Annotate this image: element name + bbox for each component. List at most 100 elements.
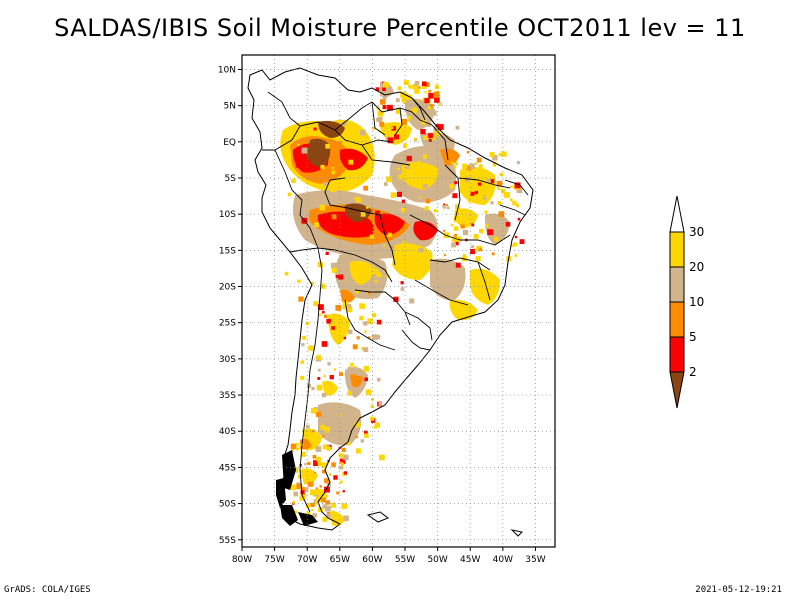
percentile-cell xyxy=(424,91,427,94)
percentile-cell xyxy=(409,298,415,304)
percentile-cell xyxy=(314,471,317,474)
percentile-cell xyxy=(305,424,310,429)
percentile-cell xyxy=(305,503,311,508)
percentile-cell xyxy=(297,279,301,283)
percentile-cell xyxy=(443,229,446,232)
percentile-cell xyxy=(330,186,336,192)
percentile-cell xyxy=(477,177,482,181)
percentile-cell xyxy=(364,330,367,333)
percentile-cell xyxy=(295,447,299,451)
percentile-cell xyxy=(317,461,323,467)
percentile-cell xyxy=(455,262,461,268)
percentile-cell xyxy=(361,347,364,350)
percentile-cell xyxy=(402,143,408,148)
percentile-cell xyxy=(341,462,345,467)
percentile-cell xyxy=(322,469,326,474)
footer-timestamp: 2021-05-12-19:21 xyxy=(695,585,782,595)
legend-tick-label: 10 xyxy=(689,295,704,309)
percentile-cell xyxy=(324,478,329,484)
percentile-cell xyxy=(321,341,328,347)
legend-tick-label: 20 xyxy=(689,260,704,274)
percentile-cell xyxy=(394,134,400,140)
percentile-cell xyxy=(485,223,489,228)
percentile-cell xyxy=(510,185,513,188)
lat-tick-label: 10N xyxy=(218,65,236,75)
percentile-cell xyxy=(330,502,336,508)
percentile-cell xyxy=(516,187,523,194)
percentile-cell xyxy=(401,207,406,213)
percentile-patches-northeast-brazil xyxy=(454,166,510,245)
percentile-cell xyxy=(326,318,331,324)
percentile-cell xyxy=(474,162,478,165)
percentile-cell xyxy=(465,177,470,182)
percentile-cell xyxy=(317,304,324,311)
soil-moisture-shading xyxy=(280,80,525,526)
percentile-cell xyxy=(348,159,354,165)
percentile-cell xyxy=(454,181,458,185)
percentile-cell xyxy=(291,178,296,184)
percentile-cell xyxy=(325,251,329,255)
percentile-cell xyxy=(400,91,407,98)
percentile-cell xyxy=(348,329,353,335)
percentile-cell xyxy=(414,81,420,86)
percentile-cell xyxy=(317,368,321,372)
percentile-cell xyxy=(377,110,384,117)
percentile-cell xyxy=(310,407,317,414)
percentile-cell xyxy=(324,427,331,433)
percentile-cell xyxy=(367,318,373,325)
percentile-cell xyxy=(363,366,370,372)
percentile-cell xyxy=(370,404,375,409)
percentile-cell xyxy=(333,475,338,480)
percentile-cell xyxy=(301,487,305,491)
percentile-cell xyxy=(355,448,361,454)
percentile-cell xyxy=(442,205,446,209)
percentile-cell xyxy=(478,164,483,169)
percentile-cell xyxy=(412,107,418,113)
percentile-cell xyxy=(290,443,297,450)
percentile-cell xyxy=(363,347,369,353)
percentile-cell xyxy=(364,433,369,438)
percentile-cell xyxy=(353,197,356,200)
percentile-cell xyxy=(382,95,387,100)
percentile-cell xyxy=(514,182,521,189)
percentile-cell xyxy=(287,192,292,197)
lon-tick-label: 45W xyxy=(460,555,480,565)
map-title: SALDAS/IBIS Soil Moisture Percentile OCT… xyxy=(54,14,746,42)
percentile-cell xyxy=(340,414,342,417)
percentile-cell xyxy=(317,261,324,268)
percentile-cell xyxy=(326,513,331,518)
percentile-cell xyxy=(498,211,505,218)
percentile-cell xyxy=(300,204,305,210)
percentile-cell xyxy=(396,191,402,197)
percentile-cell xyxy=(454,162,458,166)
percentile-cell xyxy=(402,101,406,104)
percentile-cell xyxy=(342,490,345,493)
percentile-cell xyxy=(438,102,442,106)
longitude-axis: 80W 75W 70W 65W 60W 55W 50W 45W 40W 35W xyxy=(232,547,546,565)
percentile-cell xyxy=(304,487,309,492)
percentile-cell xyxy=(344,187,347,191)
lat-tick-label: 35S xyxy=(219,391,236,401)
percentile-cell xyxy=(313,127,317,131)
lon-tick-label: 60W xyxy=(362,555,382,565)
legend-swatch xyxy=(669,336,685,373)
percentile-cell xyxy=(356,336,360,340)
percentile-cell xyxy=(346,306,353,313)
percentile-cell xyxy=(417,160,421,164)
percentile-cell xyxy=(428,93,434,99)
percentile-cell xyxy=(492,155,498,161)
percentile-cell xyxy=(327,362,331,366)
legend-swatch xyxy=(669,301,685,338)
percentile-cell xyxy=(321,462,328,469)
percentile-cell xyxy=(476,157,482,163)
percentile-cell xyxy=(400,281,404,285)
percentile-cell xyxy=(484,210,488,214)
lon-tick-label: 35W xyxy=(525,555,545,565)
percentile-cell xyxy=(343,336,347,340)
percentile-cell xyxy=(313,301,319,307)
percentile-cell xyxy=(320,164,325,170)
percentile-cell xyxy=(308,177,312,181)
percentile-cell xyxy=(401,97,407,103)
percentile-cell xyxy=(319,313,322,316)
percentile-cell xyxy=(365,389,372,395)
